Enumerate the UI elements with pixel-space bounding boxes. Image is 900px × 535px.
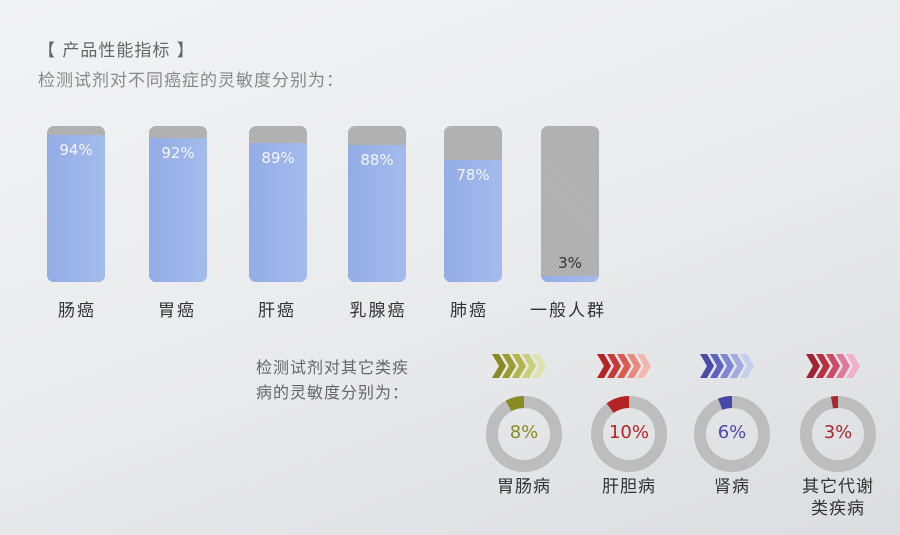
chevron-arrows-icon <box>700 354 754 378</box>
other-disease-subtitle-line-2: 病的灵敏度分别为： <box>256 383 410 402</box>
bar-track <box>47 126 105 282</box>
donut-value-label: 3% <box>823 422 853 443</box>
donut-ring <box>800 396 876 472</box>
cancer-sensitivity-bar-chart: 94% 肠癌 92% 胃癌 89% 肝癌 88% 乳腺癌 78% 肺癌 3% 一般人群 <box>47 126 606 321</box>
chevron-icon <box>607 354 621 378</box>
bar-fill <box>149 138 207 282</box>
bar-track <box>149 126 207 282</box>
donut-value-label: 6% <box>717 422 747 443</box>
donut-category-label-line: 其它代谢 <box>802 477 874 497</box>
other-disease-subtitle: 检测试剂对其它类疾 病的灵敏度分别为： <box>256 355 409 405</box>
bar-category-label: 乳腺癌 <box>349 301 407 321</box>
bar-category-label: 肠癌 <box>58 301 96 321</box>
bar-fill <box>541 276 599 282</box>
bar-category-label: 肝癌 <box>258 301 296 321</box>
chevron-icon <box>597 354 611 378</box>
bar-category-label: 胃癌 <box>158 301 196 321</box>
donut-category-label: 肝胆病 <box>579 476 679 498</box>
donut-category-label-line: 类疾病 <box>811 499 865 519</box>
bar-value-label: 94% <box>59 141 93 160</box>
bar-fill <box>249 143 307 282</box>
chevron-icon <box>492 354 506 378</box>
bar-2: 92% <box>149 126 207 282</box>
other-disease-subtitle-line-1: 检测试剂对其它类疾 <box>256 358 410 377</box>
donut-category-label: 胃肠病 <box>474 476 574 498</box>
bar-4: 88% <box>348 126 406 282</box>
bar-track <box>541 126 599 282</box>
donut-segment <box>486 396 562 472</box>
chevron-icon <box>720 354 734 378</box>
chevron-icon <box>637 354 651 378</box>
bar-track <box>348 126 406 282</box>
bar-value-label: 92% <box>161 144 195 163</box>
donut-category-label: 肾病 <box>682 476 782 498</box>
donut-ring <box>694 396 770 472</box>
chevron-icon <box>826 354 840 378</box>
chevron-icon <box>816 354 830 378</box>
chevron-icon <box>627 354 641 378</box>
donut-ring <box>486 396 562 472</box>
chevron-icon <box>846 354 860 378</box>
chevron-icon <box>502 354 516 378</box>
donut-ring <box>591 396 667 472</box>
chevron-icon <box>710 354 724 378</box>
chevron-icon <box>806 354 820 378</box>
donut-value-label: 10% <box>608 422 649 443</box>
cancer-chart-subtitle: 检测试剂对不同癌症的灵敏度分别为： <box>38 71 344 91</box>
chevron-icon <box>700 354 714 378</box>
bar-value-label: 88% <box>360 150 394 169</box>
bar-category-label: 一般人群 <box>530 301 606 321</box>
bar-6: 3% <box>541 126 599 282</box>
donut-category-label: 其它代谢 类疾病 <box>788 476 888 520</box>
donut-segment <box>591 396 667 472</box>
bar-category-label: 肺癌 <box>450 301 488 321</box>
bar-value-label: 78% <box>456 166 490 185</box>
bar-track <box>249 126 307 282</box>
bar-3: 89% <box>249 126 307 282</box>
bar-5: 78% <box>444 126 502 282</box>
donut-category-label-line: 肝胆病 <box>602 477 656 497</box>
chevron-icon <box>532 354 546 378</box>
donut-segment <box>694 396 770 472</box>
donut-category-label-line: 胃肠病 <box>497 477 551 497</box>
bar-fill <box>348 144 406 282</box>
donut-category-label-line: 肾病 <box>714 477 750 497</box>
bar-fill <box>444 160 502 282</box>
donut-value-label: 8% <box>509 422 539 443</box>
section-header: 【 产品性能指标 】 <box>38 41 195 61</box>
bar-track <box>444 126 502 282</box>
bar-fill <box>47 135 105 282</box>
chevron-arrows-icon <box>492 354 546 378</box>
donut-segment <box>800 396 876 472</box>
chevron-icon <box>522 354 536 378</box>
chevron-icon <box>730 354 744 378</box>
bar-value-label: 3% <box>558 254 582 272</box>
chevron-icon <box>617 354 631 378</box>
chevron-icon <box>512 354 526 378</box>
chevron-arrows-icon <box>597 354 651 378</box>
chevron-icon <box>740 354 754 378</box>
bar-1: 94% <box>47 126 105 282</box>
bar-value-label: 89% <box>261 149 295 168</box>
chevron-arrows-icon <box>806 354 860 378</box>
chevron-icon <box>836 354 850 378</box>
